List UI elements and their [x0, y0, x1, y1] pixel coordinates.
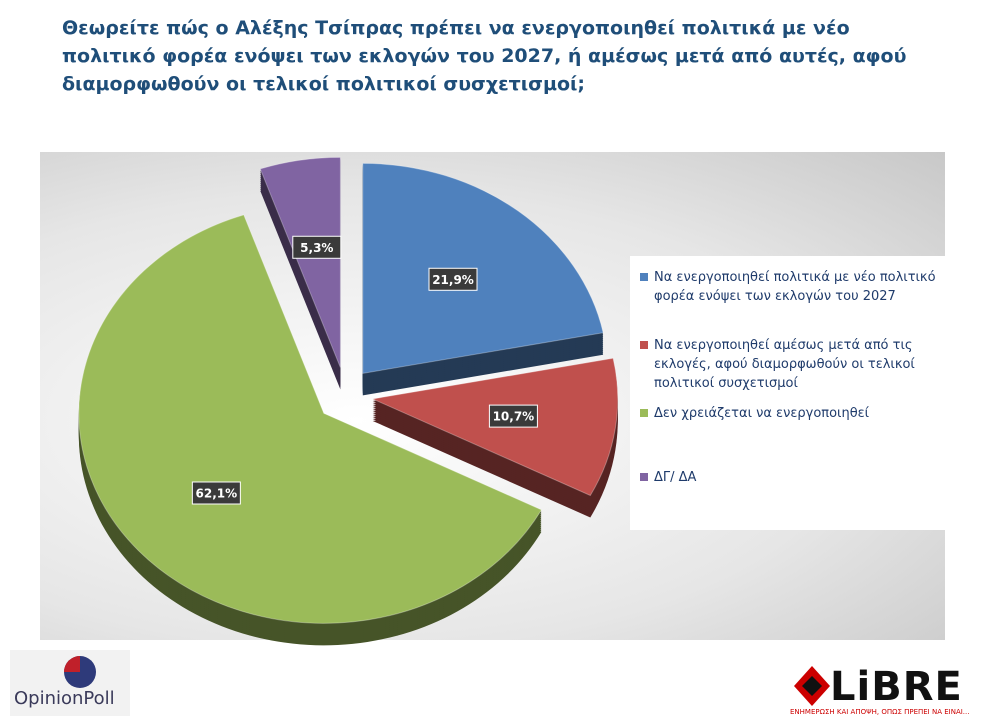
legend: Να ενεργοποιηθεί πολιτικά με νέο πολιτικ…	[630, 256, 945, 530]
data-label: 62,1%	[196, 487, 238, 501]
data-label-box	[488, 404, 538, 428]
logo-icon	[794, 666, 830, 706]
legend-swatch	[640, 473, 648, 481]
chart-title: Θεωρείτε πώς ο Αλέξης Τσίπρας πρέπει να …	[62, 17, 907, 95]
logo-text: OpinionPoll	[14, 688, 115, 709]
legend-swatch	[640, 409, 648, 417]
logo-icon	[64, 656, 96, 688]
data-label-box	[292, 235, 342, 259]
slice	[362, 162, 604, 374]
legend-text: Να ενεργοποιηθεί πολιτικά με νέο πολιτικ…	[654, 270, 936, 304]
data-label: 21,9%	[432, 273, 474, 287]
logo-tagline: ΕΝΗΜΕΡΩΣΗ ΚΑΙ ΑΠΟΨΗ, ΟΠΩΣ ΠΡΕΠΕΙ ΝΑ ΕΙΝΑ…	[790, 708, 970, 716]
legend-item: Να ενεργοποιηθεί πολιτικά με νέο πολιτικ…	[640, 268, 949, 306]
data-label-box	[428, 267, 478, 291]
data-label: 10,7%	[493, 410, 535, 424]
legend-text: Να ενεργοποιηθεί αμέσως μετά από τις εκλ…	[654, 338, 915, 391]
logo-opinionpoll: OpinionPoll	[10, 650, 130, 716]
legend-text: Δεν χρειάζεται να ενεργοποιηθεί	[654, 406, 870, 421]
logo-libre: LiBRE ΕΝΗΜΕΡΩΣΗ ΚΑΙ ΑΠΟΨΗ, ΟΠΩΣ ΠΡΕΠΕΙ Ν…	[790, 664, 980, 720]
slice	[259, 156, 341, 368]
legend-item: ΔΓ/ ΔΑ	[640, 468, 949, 487]
logo-text: LiBRE	[830, 664, 963, 710]
legend-text: ΔΓ/ ΔΑ	[654, 470, 697, 485]
legend-swatch	[640, 341, 648, 349]
slice	[78, 214, 543, 624]
legend-swatch	[640, 273, 648, 281]
data-label-box	[191, 481, 241, 505]
legend-item: Δεν χρειάζεται να ενεργοποιηθεί	[640, 404, 949, 423]
data-label: 5,3%	[300, 241, 333, 255]
legend-item: Να ενεργοποιηθεί αμέσως μετά από τις εκλ…	[640, 336, 949, 393]
